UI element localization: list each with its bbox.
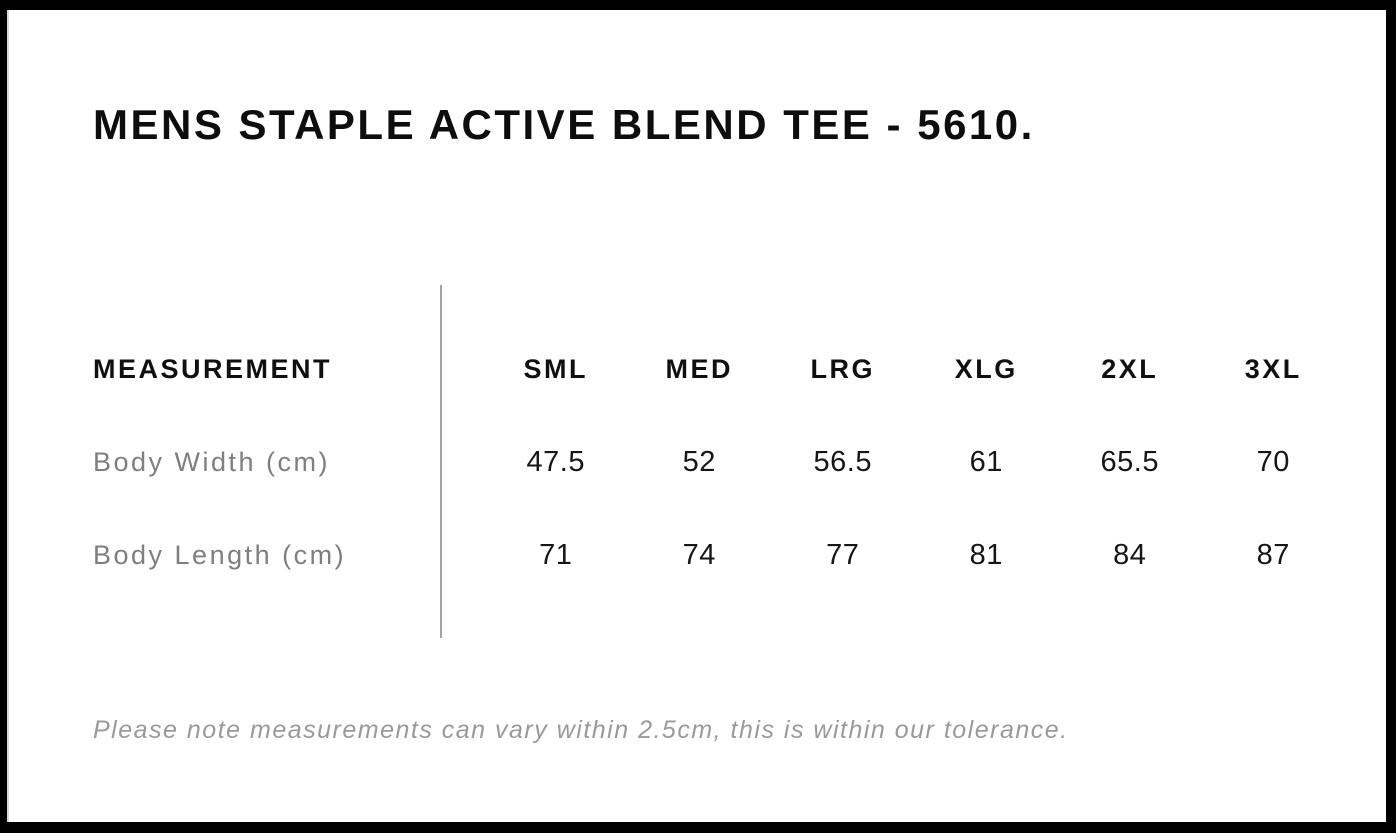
- tolerance-note: Please note measurements can vary within…: [93, 716, 1069, 744]
- table-divider-line: [440, 285, 442, 638]
- body-width-3xl: 70: [1256, 446, 1290, 478]
- column-header-sml: SML: [523, 354, 588, 384]
- row-label-body-length: Body Length (cm): [93, 540, 347, 570]
- body-length-xlg: 81: [969, 539, 1003, 571]
- column-header-med: MED: [665, 354, 733, 384]
- body-length-sml: 71: [539, 539, 573, 571]
- body-width-lrg: 56.5: [813, 446, 872, 478]
- body-width-sml: 47.5: [526, 446, 585, 478]
- size-chart-table: MEASUREMENT SML MED LRG XLG 2XL 3XL Body…: [93, 323, 1345, 602]
- body-length-lrg: 77: [826, 539, 860, 571]
- column-header-xlg: XLG: [954, 354, 1018, 384]
- column-header-measurement: MEASUREMENT: [93, 354, 333, 384]
- column-header-lrg: LRG: [810, 354, 875, 384]
- page-title: MENS STAPLE ACTIVE BLEND TEE - 5610.: [93, 101, 1035, 148]
- body-length-med: 74: [682, 539, 716, 571]
- body-width-xlg: 61: [969, 446, 1003, 478]
- row-label-body-width: Body Width (cm): [93, 447, 331, 477]
- body-length-2xl: 84: [1113, 539, 1147, 571]
- body-width-2xl: 65.5: [1100, 446, 1159, 478]
- column-header-2xl: 2XL: [1101, 354, 1159, 384]
- column-header-3xl: 3XL: [1244, 354, 1302, 384]
- body-width-med: 52: [682, 446, 716, 478]
- body-length-3xl: 87: [1256, 539, 1290, 571]
- size-chart-page: MENS STAPLE ACTIVE BLEND TEE - 5610. MEA…: [7, 10, 1386, 822]
